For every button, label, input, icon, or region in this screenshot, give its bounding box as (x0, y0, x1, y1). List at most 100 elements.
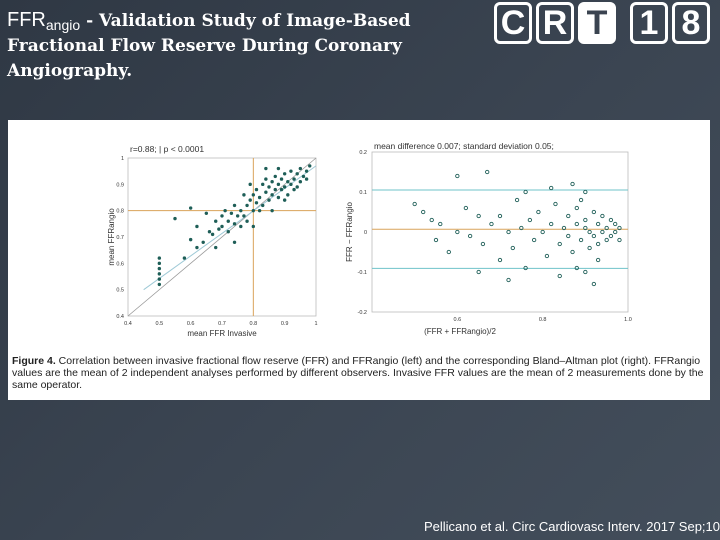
data-point (591, 233, 597, 239)
data-point (242, 214, 246, 218)
data-point (617, 237, 622, 243)
data-point (544, 253, 550, 259)
data-point (510, 245, 515, 251)
data-point (604, 225, 609, 231)
data-point (308, 164, 312, 168)
x-tick-label: 1.0 (624, 317, 632, 323)
data-point (433, 237, 439, 243)
data-point (608, 233, 614, 239)
data-point (273, 174, 277, 179)
x-tick-label: 0.4 (124, 321, 132, 327)
logo-letter-r: R (536, 2, 574, 44)
data-point (455, 173, 460, 179)
data-point (157, 272, 162, 276)
data-point (476, 269, 481, 275)
data-point (292, 177, 296, 181)
data-point (574, 265, 579, 271)
data-point (301, 174, 306, 179)
data-point (583, 225, 588, 231)
y-tick-label: 1 (121, 156, 124, 162)
data-point (251, 224, 256, 229)
x-tick-label: 0.8 (250, 321, 258, 327)
identity-line (127, 157, 317, 317)
data-point (235, 214, 240, 218)
x-axis-label: (FFR + FFRangio)/2 (424, 327, 496, 336)
y-tick-label: 0.8 (116, 209, 124, 215)
data-point (248, 198, 252, 202)
regression-line (143, 165, 317, 291)
data-point (261, 182, 265, 187)
caption-text: Correlation between invasive fractional … (12, 355, 704, 391)
data-point (239, 208, 243, 213)
data-point (220, 224, 224, 229)
data-point (583, 269, 588, 275)
y-tick-label: 0.6 (116, 261, 124, 267)
data-point (613, 221, 618, 227)
data-point (617, 225, 622, 231)
data-point (232, 203, 237, 208)
citation: Pellicano et al. Circ Cardiovasc Interv.… (423, 519, 720, 534)
title-ffr: FFR (7, 9, 46, 31)
data-point (157, 282, 162, 287)
y-tick-label: 0.4 (116, 314, 124, 320)
data-point (446, 249, 451, 255)
y-tick-label: 0.1 (359, 190, 367, 196)
data-point (289, 182, 293, 187)
data-point (210, 232, 215, 237)
y-tick-label: 0.2 (359, 150, 367, 156)
data-point (188, 206, 193, 210)
data-point (182, 256, 187, 260)
data-point (523, 265, 528, 271)
data-point (549, 185, 554, 191)
plot-frame (127, 157, 317, 317)
data-point (600, 213, 605, 219)
data-point (261, 203, 265, 208)
x-axis-label: mean FFR Invasive (187, 329, 257, 338)
x-tick-label: 0.8 (539, 317, 547, 323)
slide-title: FFRangio - Validation Study of Image-Bas… (7, 8, 487, 84)
data-point (229, 211, 234, 215)
data-point (254, 187, 259, 192)
x-tick-label: 1 (314, 321, 317, 327)
data-point (282, 185, 287, 189)
data-point (476, 213, 481, 219)
x-tick-label: 0.6 (454, 317, 462, 323)
x-tick-label: 0.6 (187, 321, 195, 327)
title-text: - Validation Study of Image-Based Fracti… (7, 11, 411, 81)
data-point (574, 205, 579, 211)
data-point (157, 261, 162, 266)
data-point (438, 221, 443, 227)
data-point (279, 177, 284, 181)
y-tick-label: 0.7 (116, 235, 124, 241)
data-point (264, 177, 268, 181)
data-point (519, 225, 524, 231)
crt18-logo: C R T 1 8 (494, 2, 710, 44)
logo-digit-8: 8 (672, 2, 710, 44)
data-point (536, 209, 541, 215)
data-point (270, 193, 274, 197)
data-point (506, 277, 511, 283)
data-point (587, 229, 592, 235)
data-point (613, 229, 618, 235)
data-point (188, 237, 193, 242)
data-point (574, 221, 579, 227)
data-point (591, 209, 597, 215)
figure-charts: 0.4 0.5 0.6 0.7 0.8 0.9 1 0.4 0.5 0.6 0.7 0.8 0.9 1 r=… (107, 141, 632, 338)
correlation-plot: 0.4 0.5 0.6 0.7 0.8 0.9 1 0.4 0.5 0.6 0.7 0.8 0.9 1 r=… (107, 144, 318, 338)
data-point (226, 219, 230, 223)
data-point (226, 230, 230, 234)
data-point (295, 185, 299, 189)
bland-altman-plot: 0.6 0.8 1.0 0.2 0.1 0 -0.1 -0.2 mean difference … (345, 141, 632, 336)
data-point (248, 182, 252, 187)
logo-letter-c: C (494, 2, 532, 44)
data-point (157, 266, 162, 271)
data-point (267, 185, 271, 189)
data-point (604, 237, 609, 243)
data-point (595, 221, 601, 227)
logo-letter-t: T (578, 2, 616, 44)
data-point (583, 189, 588, 195)
data-point (242, 193, 246, 197)
data-point (298, 166, 303, 171)
data-point (304, 169, 309, 173)
data-point (467, 233, 473, 239)
